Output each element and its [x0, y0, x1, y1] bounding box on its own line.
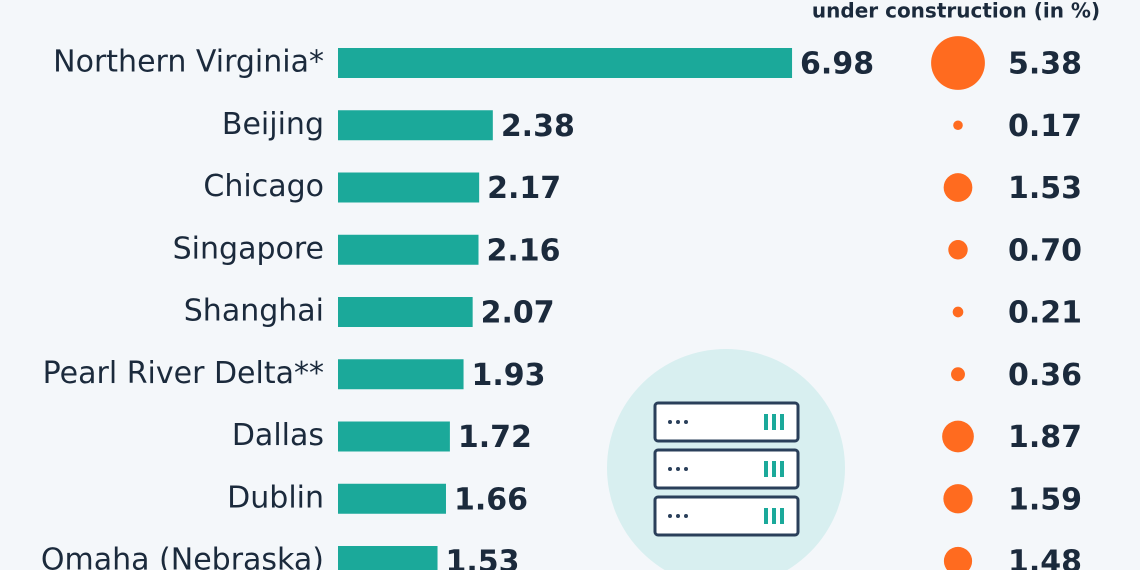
category-label: Dublin [227, 480, 324, 515]
bubble-value-label: 1.48 [1008, 545, 1082, 570]
bubble [942, 420, 974, 453]
bar [338, 483, 446, 514]
bubble [943, 173, 973, 202]
bar-value-label: 6.98 [800, 47, 874, 82]
bubble [953, 120, 963, 131]
bubble-value-label: 1.59 [1008, 482, 1082, 517]
bubble-header: under construction (in %) [812, 0, 1100, 23]
bubble [943, 484, 973, 514]
bubble [951, 367, 965, 382]
bar [338, 48, 793, 78]
bar-value-label: 1.72 [458, 420, 532, 455]
bar-value-label: 1.53 [446, 545, 520, 570]
bubble [948, 240, 968, 260]
bubble-value-label: 0.21 [1008, 296, 1082, 331]
bubble-value-label: 5.38 [1008, 47, 1082, 82]
bar-value-label: 2.07 [481, 296, 555, 331]
bubble-value-label: 1.53 [1008, 171, 1082, 206]
bar [338, 297, 473, 327]
bar [338, 359, 464, 390]
bubble [952, 306, 964, 318]
category-label: Singapore [173, 231, 324, 266]
category-label: Pearl River Delta** [43, 356, 324, 391]
bubble-value-label: 0.17 [1008, 109, 1082, 144]
category-label: Dallas [232, 418, 324, 453]
bar-value-label: 2.16 [487, 233, 561, 268]
bubble-value-label: 1.87 [1008, 420, 1082, 455]
bar-value-label: 1.66 [454, 482, 528, 517]
bubble [943, 546, 973, 570]
bubble [931, 36, 985, 90]
bar [338, 172, 480, 203]
server-icon [607, 349, 845, 570]
server-dots [668, 420, 688, 518]
bar [338, 546, 438, 570]
server-racks [653, 401, 800, 537]
bar [338, 234, 479, 265]
bar-value-label: 2.17 [487, 171, 561, 206]
bubble-value-label: 0.36 [1008, 358, 1082, 393]
category-label: Chicago [203, 169, 324, 204]
bar-value-label: 2.38 [501, 109, 575, 144]
category-label: Beijing [222, 107, 324, 142]
category-label: Shanghai [184, 294, 324, 329]
bar [338, 110, 493, 141]
bar [338, 421, 450, 452]
server-lights [764, 414, 784, 524]
category-label: Omaha (Nebraska) [41, 543, 324, 570]
bubble-value-label: 0.70 [1008, 233, 1082, 268]
category-label: Northern Virginia* [53, 45, 324, 80]
bar-value-label: 1.93 [472, 358, 546, 393]
